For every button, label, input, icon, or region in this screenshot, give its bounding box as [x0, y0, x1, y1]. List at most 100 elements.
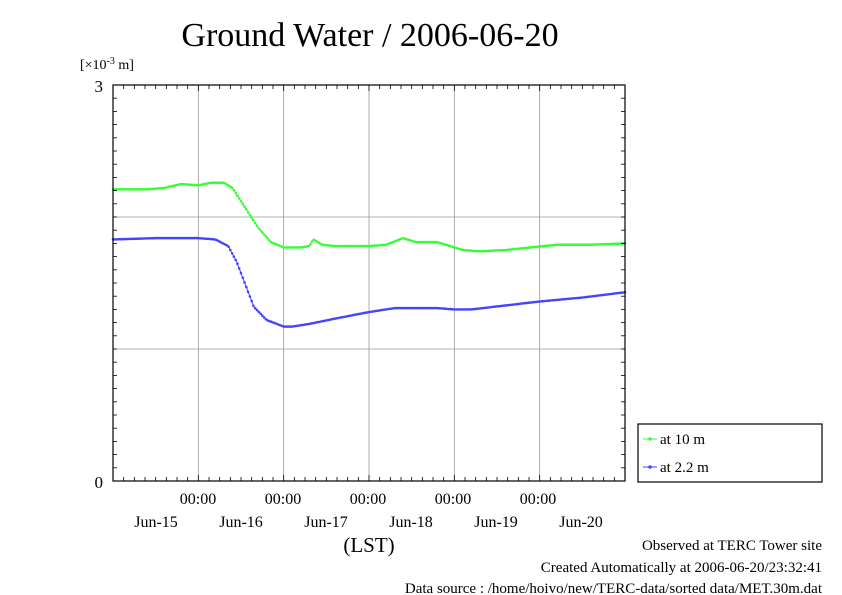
data-point: [406, 306, 410, 310]
data-point: [237, 197, 241, 200]
data-point: [252, 304, 255, 308]
data-point: [133, 188, 136, 191]
data-point: [181, 236, 184, 240]
data-point: [118, 237, 122, 241]
data-point: [597, 243, 600, 246]
data-point: [431, 306, 435, 310]
x-time-label: 00:00: [435, 491, 471, 508]
data-point: [117, 188, 120, 191]
data-point: [415, 240, 419, 244]
data-point: [557, 243, 561, 246]
data-point: [285, 246, 289, 249]
data-point: [234, 258, 237, 262]
data-point: [127, 188, 131, 191]
data-point: [344, 244, 348, 248]
x-date-label: Jun-16: [219, 514, 263, 531]
x-axis-label: (LST): [343, 533, 394, 557]
data-point: [428, 240, 431, 244]
data-point: [229, 248, 232, 252]
data-point: [257, 310, 261, 314]
data-point: [296, 246, 300, 249]
data-point: [184, 236, 188, 240]
data-point: [237, 267, 241, 270]
data-point: [463, 308, 467, 311]
x-time-label: 00:00: [265, 491, 301, 508]
data-point: [577, 243, 581, 246]
data-point: [248, 295, 252, 298]
data-point: [255, 308, 259, 312]
data-point: [456, 308, 460, 311]
data-point: [453, 308, 456, 311]
data-point: [250, 216, 253, 219]
data-point: [360, 244, 364, 248]
data-point: [357, 244, 360, 248]
data-point: [561, 243, 565, 246]
data-point: [307, 244, 310, 248]
data-point: [136, 188, 140, 191]
data-point: [581, 243, 584, 246]
data-point: [213, 181, 216, 184]
data-point: [134, 237, 138, 240]
data-point: [248, 213, 252, 217]
plot-ticks: [113, 85, 625, 481]
series-markers-0: [111, 181, 627, 253]
x-time-label: 00:00: [520, 491, 556, 508]
data-point: [259, 312, 262, 316]
data-point: [408, 306, 412, 310]
data-point: [220, 181, 223, 184]
data-point: [365, 244, 369, 248]
data-point: [429, 240, 433, 244]
y-tick-label-max: 3: [95, 77, 104, 96]
data-point: [214, 181, 218, 184]
data-point: [175, 236, 179, 240]
data-point: [477, 250, 481, 253]
data-point: [607, 242, 611, 246]
footer-source-note: Data source : /home/hoivo/new/TERC-data/…: [405, 581, 823, 595]
x-time-label: 00:00: [180, 491, 216, 508]
legend-marker-2m: [648, 465, 652, 469]
data-point: [225, 244, 229, 247]
data-point: [157, 236, 161, 240]
data-point: [422, 306, 426, 310]
data-point: [168, 236, 172, 240]
data-point: [193, 236, 197, 240]
data-point: [120, 188, 124, 191]
x-date-label: Jun-20: [559, 514, 603, 531]
data-point: [575, 243, 579, 246]
data-point: [289, 246, 293, 249]
data-point: [253, 221, 257, 225]
data-point: [396, 306, 399, 310]
data-point: [293, 246, 296, 249]
x-date-label: Jun-17: [304, 514, 348, 531]
data-point: [191, 236, 195, 240]
data-point: [465, 308, 469, 311]
plot-grid: [113, 85, 625, 481]
data-point: [216, 181, 220, 184]
data-point: [614, 242, 618, 245]
data-point: [428, 306, 431, 310]
data-point: [424, 306, 428, 310]
footer-created-note: Created Automatically at 2006-06-20/23:3…: [541, 560, 822, 576]
data-point: [257, 227, 261, 230]
y-tick-label-min: 0: [95, 473, 104, 492]
data-point: [165, 236, 168, 240]
data-point: [417, 306, 421, 310]
data-point: [264, 235, 268, 238]
data-point: [250, 299, 253, 303]
data-point: [243, 281, 246, 284]
data-point: [582, 243, 586, 246]
data-point: [335, 244, 339, 248]
legend-label-10m: at 10 m: [660, 432, 705, 448]
data-point: [143, 188, 147, 191]
data-point: [433, 306, 437, 310]
x-date-label: Jun-15: [134, 514, 178, 531]
legend-marker-10m: [648, 437, 652, 441]
data-point: [177, 236, 181, 240]
data-point: [156, 236, 159, 240]
data-point: [261, 314, 264, 317]
data-point: [253, 306, 257, 310]
footer-site-note: Observed at TERC Tower site: [642, 538, 822, 554]
data-point: [353, 244, 357, 248]
data-point: [189, 236, 193, 240]
data-point: [262, 316, 266, 319]
